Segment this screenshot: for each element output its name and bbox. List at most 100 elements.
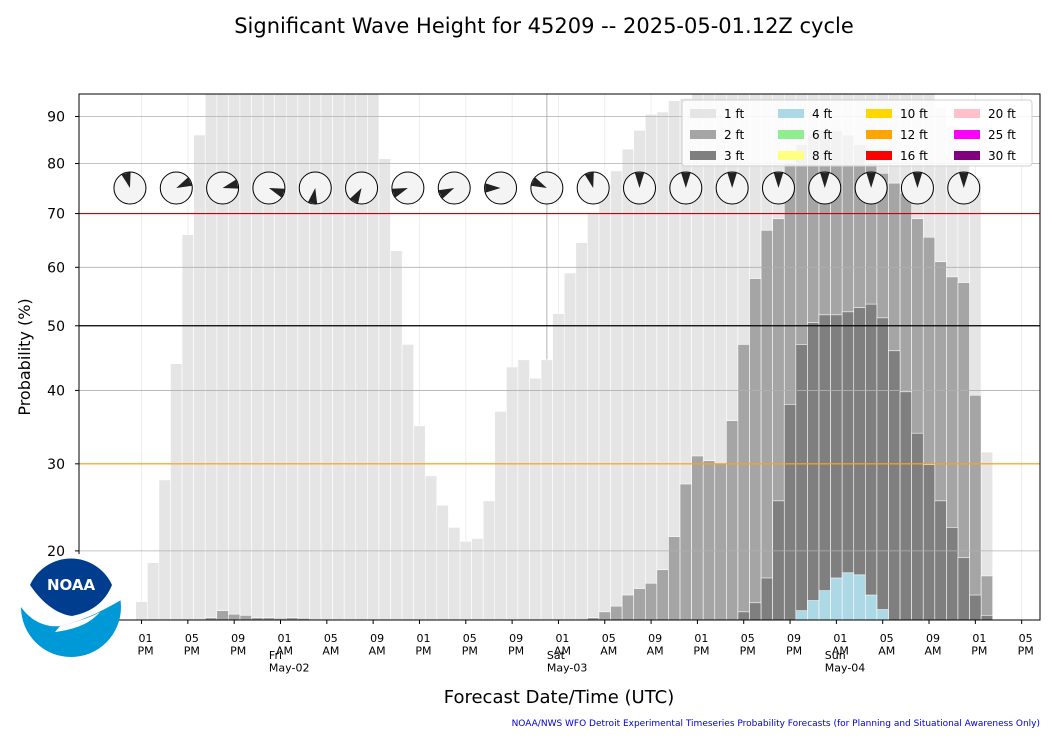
- legend-label: 25 ft: [988, 128, 1016, 142]
- bar: [529, 377, 542, 620]
- direction-wedge: [391, 188, 408, 198]
- bar: [749, 602, 762, 620]
- bar: [749, 278, 762, 620]
- bar: [239, 615, 252, 620]
- x-tick-label: 09 PM: [508, 632, 524, 658]
- legend-box: [681, 99, 1033, 167]
- y-tick-label: 90: [47, 110, 65, 126]
- chart-title: Significant Wave Height for 45209 -- 202…: [234, 14, 854, 38]
- legend-label: 30 ft: [988, 149, 1016, 163]
- x-tick-label: 09 AM: [647, 632, 664, 658]
- x-tick-label: 01 AM: [832, 632, 849, 658]
- direction-wedge: [485, 183, 501, 193]
- x-tick-label: 09 PM: [230, 632, 246, 658]
- bar: [239, 94, 252, 620]
- bar: [355, 94, 368, 620]
- y-tick-label: 20: [47, 544, 65, 560]
- bar: [610, 605, 623, 620]
- bar: [737, 344, 750, 620]
- bar: [320, 94, 333, 620]
- legend-swatch: [690, 130, 716, 139]
- bar: [170, 363, 183, 620]
- bar: [865, 594, 878, 620]
- bar: [714, 463, 727, 620]
- y-tick-label: 80: [47, 157, 65, 173]
- direction-wedge: [438, 188, 455, 199]
- x-tick-label: 09 PM: [786, 632, 802, 658]
- bar: [413, 425, 426, 620]
- bar: [668, 536, 681, 620]
- bar: [204, 94, 218, 620]
- x-tick-label: 01 PM: [693, 632, 709, 658]
- bar: [482, 500, 496, 620]
- legend-swatch: [866, 109, 892, 118]
- bar: [644, 582, 658, 620]
- legend-swatch: [954, 130, 980, 139]
- bar: [922, 464, 936, 620]
- bar: [343, 94, 357, 620]
- bar: [656, 111, 669, 620]
- x-tick-label: 01 PM: [971, 632, 987, 658]
- direction-wedge: [222, 179, 239, 189]
- y-tick-label: 70: [47, 207, 65, 223]
- bar: [818, 314, 831, 620]
- legend-swatch: [778, 109, 804, 118]
- bar: [934, 500, 947, 620]
- bar: [401, 344, 414, 620]
- bar: [309, 94, 322, 620]
- direction-wedge: [176, 177, 193, 188]
- direction-wedge: [773, 172, 784, 188]
- bar: [783, 404, 797, 620]
- bar: [760, 230, 773, 620]
- overlay: 1 ft 2 ft 3 ft 4 ft 6 ft 8 ft 10 ft 12 ft 16 ft 2…: [113, 99, 1033, 205]
- bar: [181, 234, 194, 620]
- bar: [969, 394, 982, 620]
- bar: [760, 577, 773, 620]
- bar: [262, 94, 276, 620]
- x-axis-label: Forecast Date/Time (UTC): [444, 687, 674, 708]
- bar: [228, 94, 241, 620]
- bar: [459, 541, 472, 620]
- legend-swatch: [866, 130, 892, 139]
- day-label: Fri May-02: [269, 649, 310, 675]
- bar: [691, 455, 704, 620]
- bar: [158, 479, 171, 620]
- legend-label: 2 ft: [724, 128, 744, 142]
- legend-label: 3 ft: [724, 149, 744, 163]
- direction-wedge: [820, 172, 830, 188]
- day-label: Sat May-03: [547, 649, 588, 675]
- bar: [285, 94, 299, 620]
- noaa-logo: NOAA: [20, 553, 122, 657]
- bar: [876, 317, 889, 620]
- bar: [888, 350, 901, 620]
- bar: [610, 170, 623, 620]
- bar: [448, 527, 461, 620]
- bar: [517, 359, 530, 620]
- bar: [424, 475, 438, 620]
- direction-wedge: [584, 172, 594, 188]
- x-tick-label: 05 PM: [1018, 632, 1034, 658]
- bar: [633, 588, 646, 620]
- bar: [807, 600, 820, 620]
- x-tick-label: 01 PM: [137, 632, 153, 658]
- bar: [737, 611, 750, 620]
- bar: [957, 557, 970, 620]
- bar: [193, 134, 206, 620]
- bar: [436, 504, 449, 620]
- legend-swatch: [778, 151, 804, 160]
- bar: [818, 590, 831, 620]
- bar: [587, 213, 600, 620]
- bar: [807, 322, 820, 620]
- bar: [274, 94, 287, 620]
- x-tick-label: 01 PM: [415, 632, 431, 658]
- legend-swatch: [954, 109, 980, 118]
- legend-label: 8 ft: [812, 149, 832, 163]
- legend-swatch: [954, 151, 980, 160]
- legend-label: 20 ft: [988, 107, 1016, 121]
- direction-wedge: [121, 172, 131, 188]
- bar: [876, 609, 889, 620]
- bar: [135, 601, 148, 620]
- legend-label: 6 ft: [812, 128, 832, 142]
- x-tick-label: 09 AM: [369, 632, 386, 658]
- direction-wedge: [866, 172, 876, 188]
